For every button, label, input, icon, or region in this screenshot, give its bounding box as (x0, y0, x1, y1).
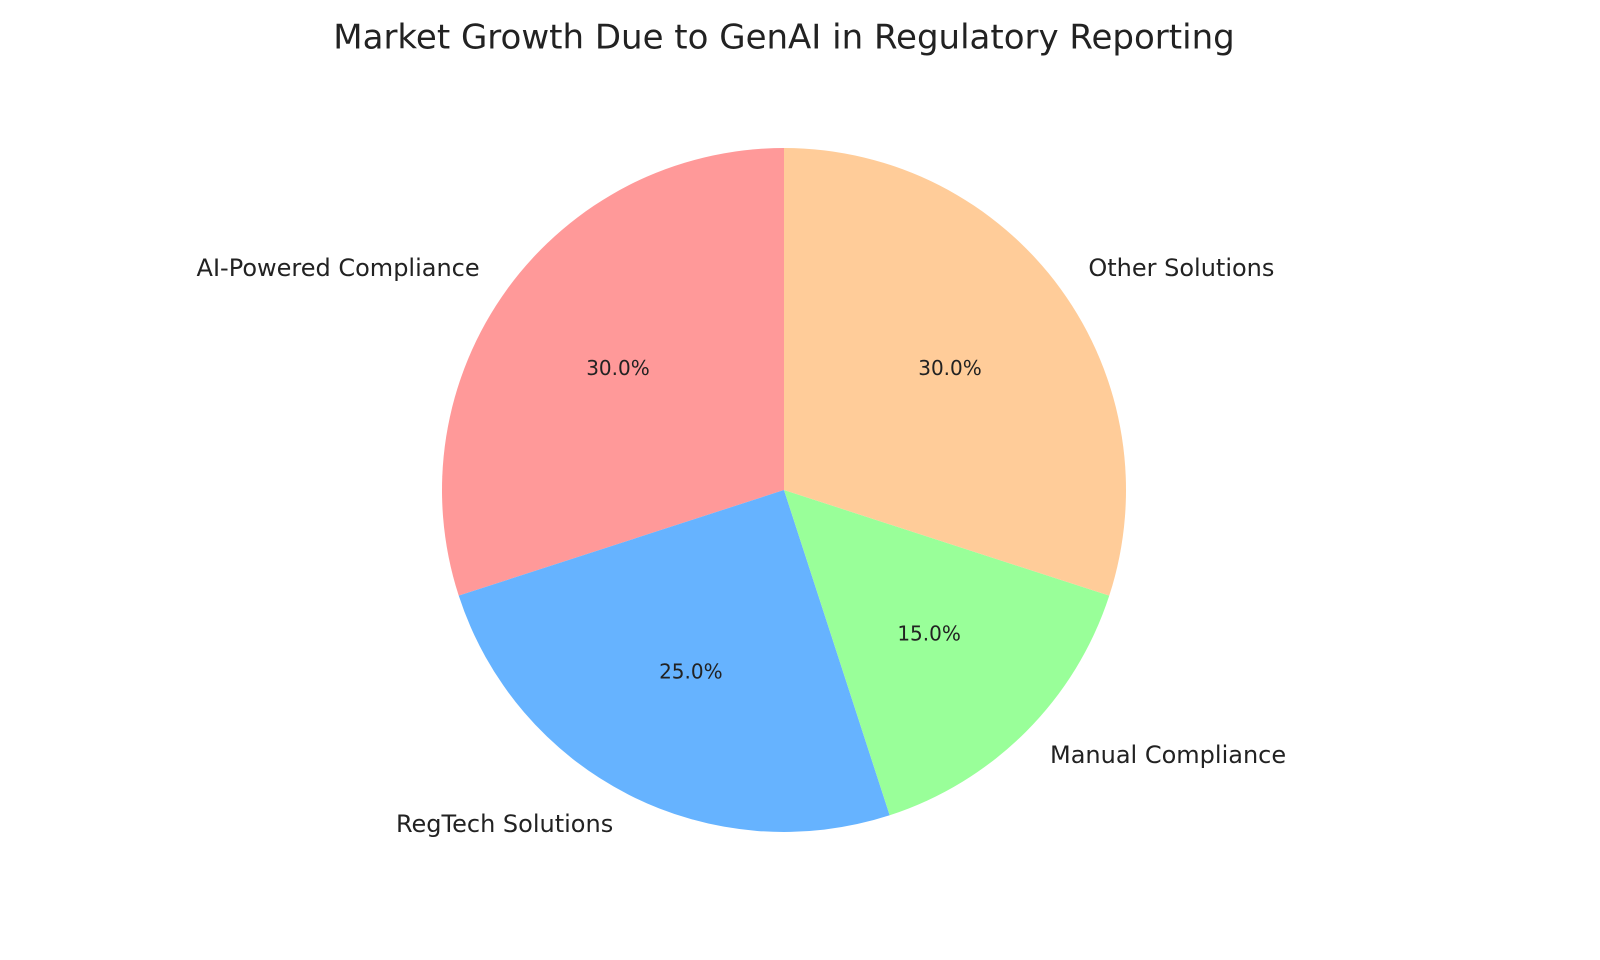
percent-label: 25.0% (659, 659, 723, 683)
pie-slice (784, 490, 1110, 816)
pie-slice (784, 148, 1126, 596)
slice-label: Other Solutions (1088, 254, 1274, 282)
slice-label: Manual Compliance (1050, 741, 1286, 769)
chart-title: Market Growth Due to GenAI in Regulatory… (333, 18, 1234, 58)
slice-label: AI-Powered Compliance (197, 254, 480, 282)
percent-label: 30.0% (918, 356, 982, 380)
pie-slice (458, 490, 890, 832)
slice-label: RegTech Solutions (396, 810, 613, 838)
pie-slice (442, 148, 784, 596)
percent-label: 30.0% (586, 356, 650, 380)
percent-label: 15.0% (897, 622, 961, 646)
